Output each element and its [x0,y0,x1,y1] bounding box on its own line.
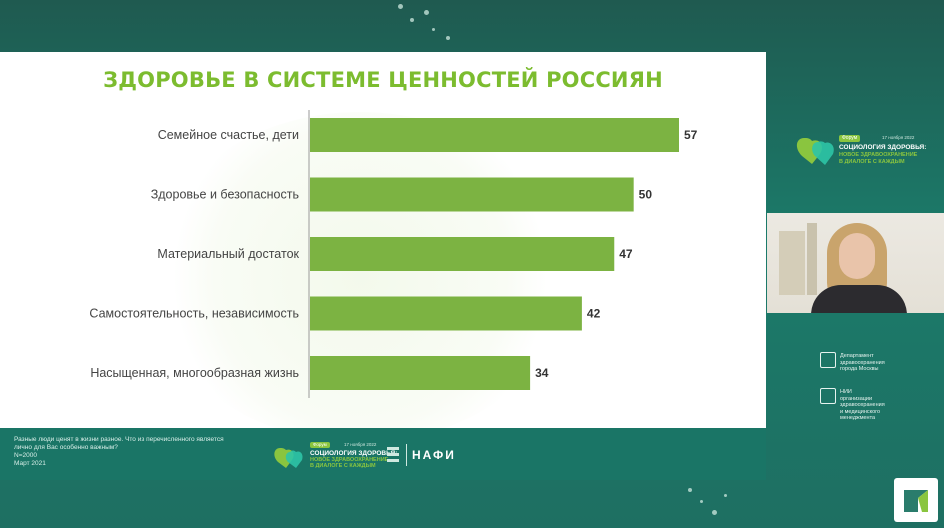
category-label: Здоровье и безопасность [151,188,299,202]
nii-name-line-2: организации [840,395,873,402]
slide-footer: Разные люди ценят в жизни разное. Что из… [0,428,766,480]
sample-size: N=2000 [14,452,37,459]
decor-dot [424,10,429,15]
forum-logo-large: Форум 17 ноября 2022 СОЦИОЛОГИЯ ЗДОРОВЬЯ… [792,130,942,170]
data-label: 42 [587,307,601,321]
forum-date: 17 ноября 2022 [882,135,915,140]
bar [310,118,679,152]
speaker-body [811,285,907,313]
forum-title: СОЦИОЛОГИЯ ЗДОРОВЬЯ: [310,450,398,457]
forum-tag: Форум [310,442,330,448]
speaker-video [767,213,944,313]
dept-name-line-2: здравоохранения [840,359,885,366]
forum-subtitle: НОВОЕ ЗДРАВООХРАНЕНИЕ В ДИАЛОГЕ С КАЖДЫМ [310,457,388,469]
bar [310,296,582,331]
forum-tag: Форум [839,135,861,142]
forum-title: СОЦИОЛОГИЯ ЗДОРОВЬЯ: [839,144,927,151]
forum-logo-small: Форум 17 ноября 2022 СОЦИОЛОГИЯ ЗДОРОВЬЯ… [270,442,397,470]
data-label: 34 [535,366,549,380]
dept-name-line-3: города Москвы [840,366,879,372]
survey-note: Разные люди ценят в жизни разное. Что из… [14,436,234,468]
forum-subtitle-line-2: В ДИАЛОГЕ С КАЖДЫМ [839,158,905,165]
slide-title: ЗДОРОВЬЕ В СИСТЕМЕ ЦЕННОСТЕЙ РОССИЯН [103,68,663,92]
emblem-icon [820,352,836,368]
category-label: Материальный достаток [157,247,299,261]
nafi-divider [406,444,407,466]
data-label: 50 [639,188,653,202]
forum-subtitle-line-1: НОВОЕ ЗДРАВООХРАНЕНИЕ [839,152,918,158]
nii-name-line-5: менеджмента [840,415,876,421]
category-label: Насыщенная, многообразная жизнь [90,366,299,380]
emblem-icon [820,388,836,404]
bar [310,356,531,390]
video-bg-cabinet [807,223,817,295]
forum-subtitle: НОВОЕ ЗДРАВООХРАНЕНИЕ В ДИАЛОГЕ С КАЖДЫМ [839,152,917,165]
data-label: 57 [684,128,698,142]
channel-logo [894,478,938,522]
data-label: 47 [619,247,633,261]
survey-date: Март 2021 [14,460,46,467]
moscow-health-dept-logo: Департамент здравоохранения города Москв… [820,352,940,373]
decor-dot [446,36,450,40]
survey-question-line-2: лично для Вас особенно важным? [14,444,118,451]
decor-dot [398,4,403,9]
nii-name-line-3: здравоохранения [840,402,885,408]
nii-name-line-1: НИИ [840,389,852,395]
presentation-slide: ЗДОРОВЬЕ В СИСТЕМЕ ЦЕННОСТЕЙ РОССИЯН Сем… [0,52,766,428]
nafi-name: НАФИ [412,448,456,462]
decor-dot [432,28,435,31]
category-label: Самостоятельность, независимость [89,307,299,321]
dept-name: Департамент здравоохранения города Москв… [840,353,885,373]
nii-name-line-4: и медицинского [840,408,881,415]
decor-dot [712,510,717,515]
bar [310,177,634,212]
forum-date: 17 ноября 2022 [344,442,377,447]
forum-hearts-icon [796,138,834,165]
nafi-stack-icon [387,447,399,462]
survey-question-line-1: Разные люди ценят в жизни разное. Что из… [14,436,224,443]
decor-dot [688,488,692,492]
bar [310,237,615,271]
forum-hearts-icon [274,448,303,468]
video-bg-shelf [779,231,805,295]
decor-dot [700,500,703,503]
dept-name-line-1: Департамент [840,353,874,359]
bar-chart: Семейное счастье, дети 57 Здоровье и безоп… [89,110,698,398]
forum-subtitle-line-1: НОВОЕ ЗДРАВООХРАНЕНИЕ [310,457,389,463]
nii-logo: НИИ организации здравоохранения и медици… [820,388,940,421]
decor-dot [410,18,414,22]
channel-logo-icon [904,490,928,512]
category-label: Семейное счастье, дети [158,128,299,142]
decor-dot [724,494,727,497]
nii-name: НИИ организации здравоохранения и медици… [840,389,885,422]
forum-subtitle-line-2: В ДИАЛОГЕ С КАЖДЫМ [310,463,376,469]
speaker-face [839,233,875,279]
